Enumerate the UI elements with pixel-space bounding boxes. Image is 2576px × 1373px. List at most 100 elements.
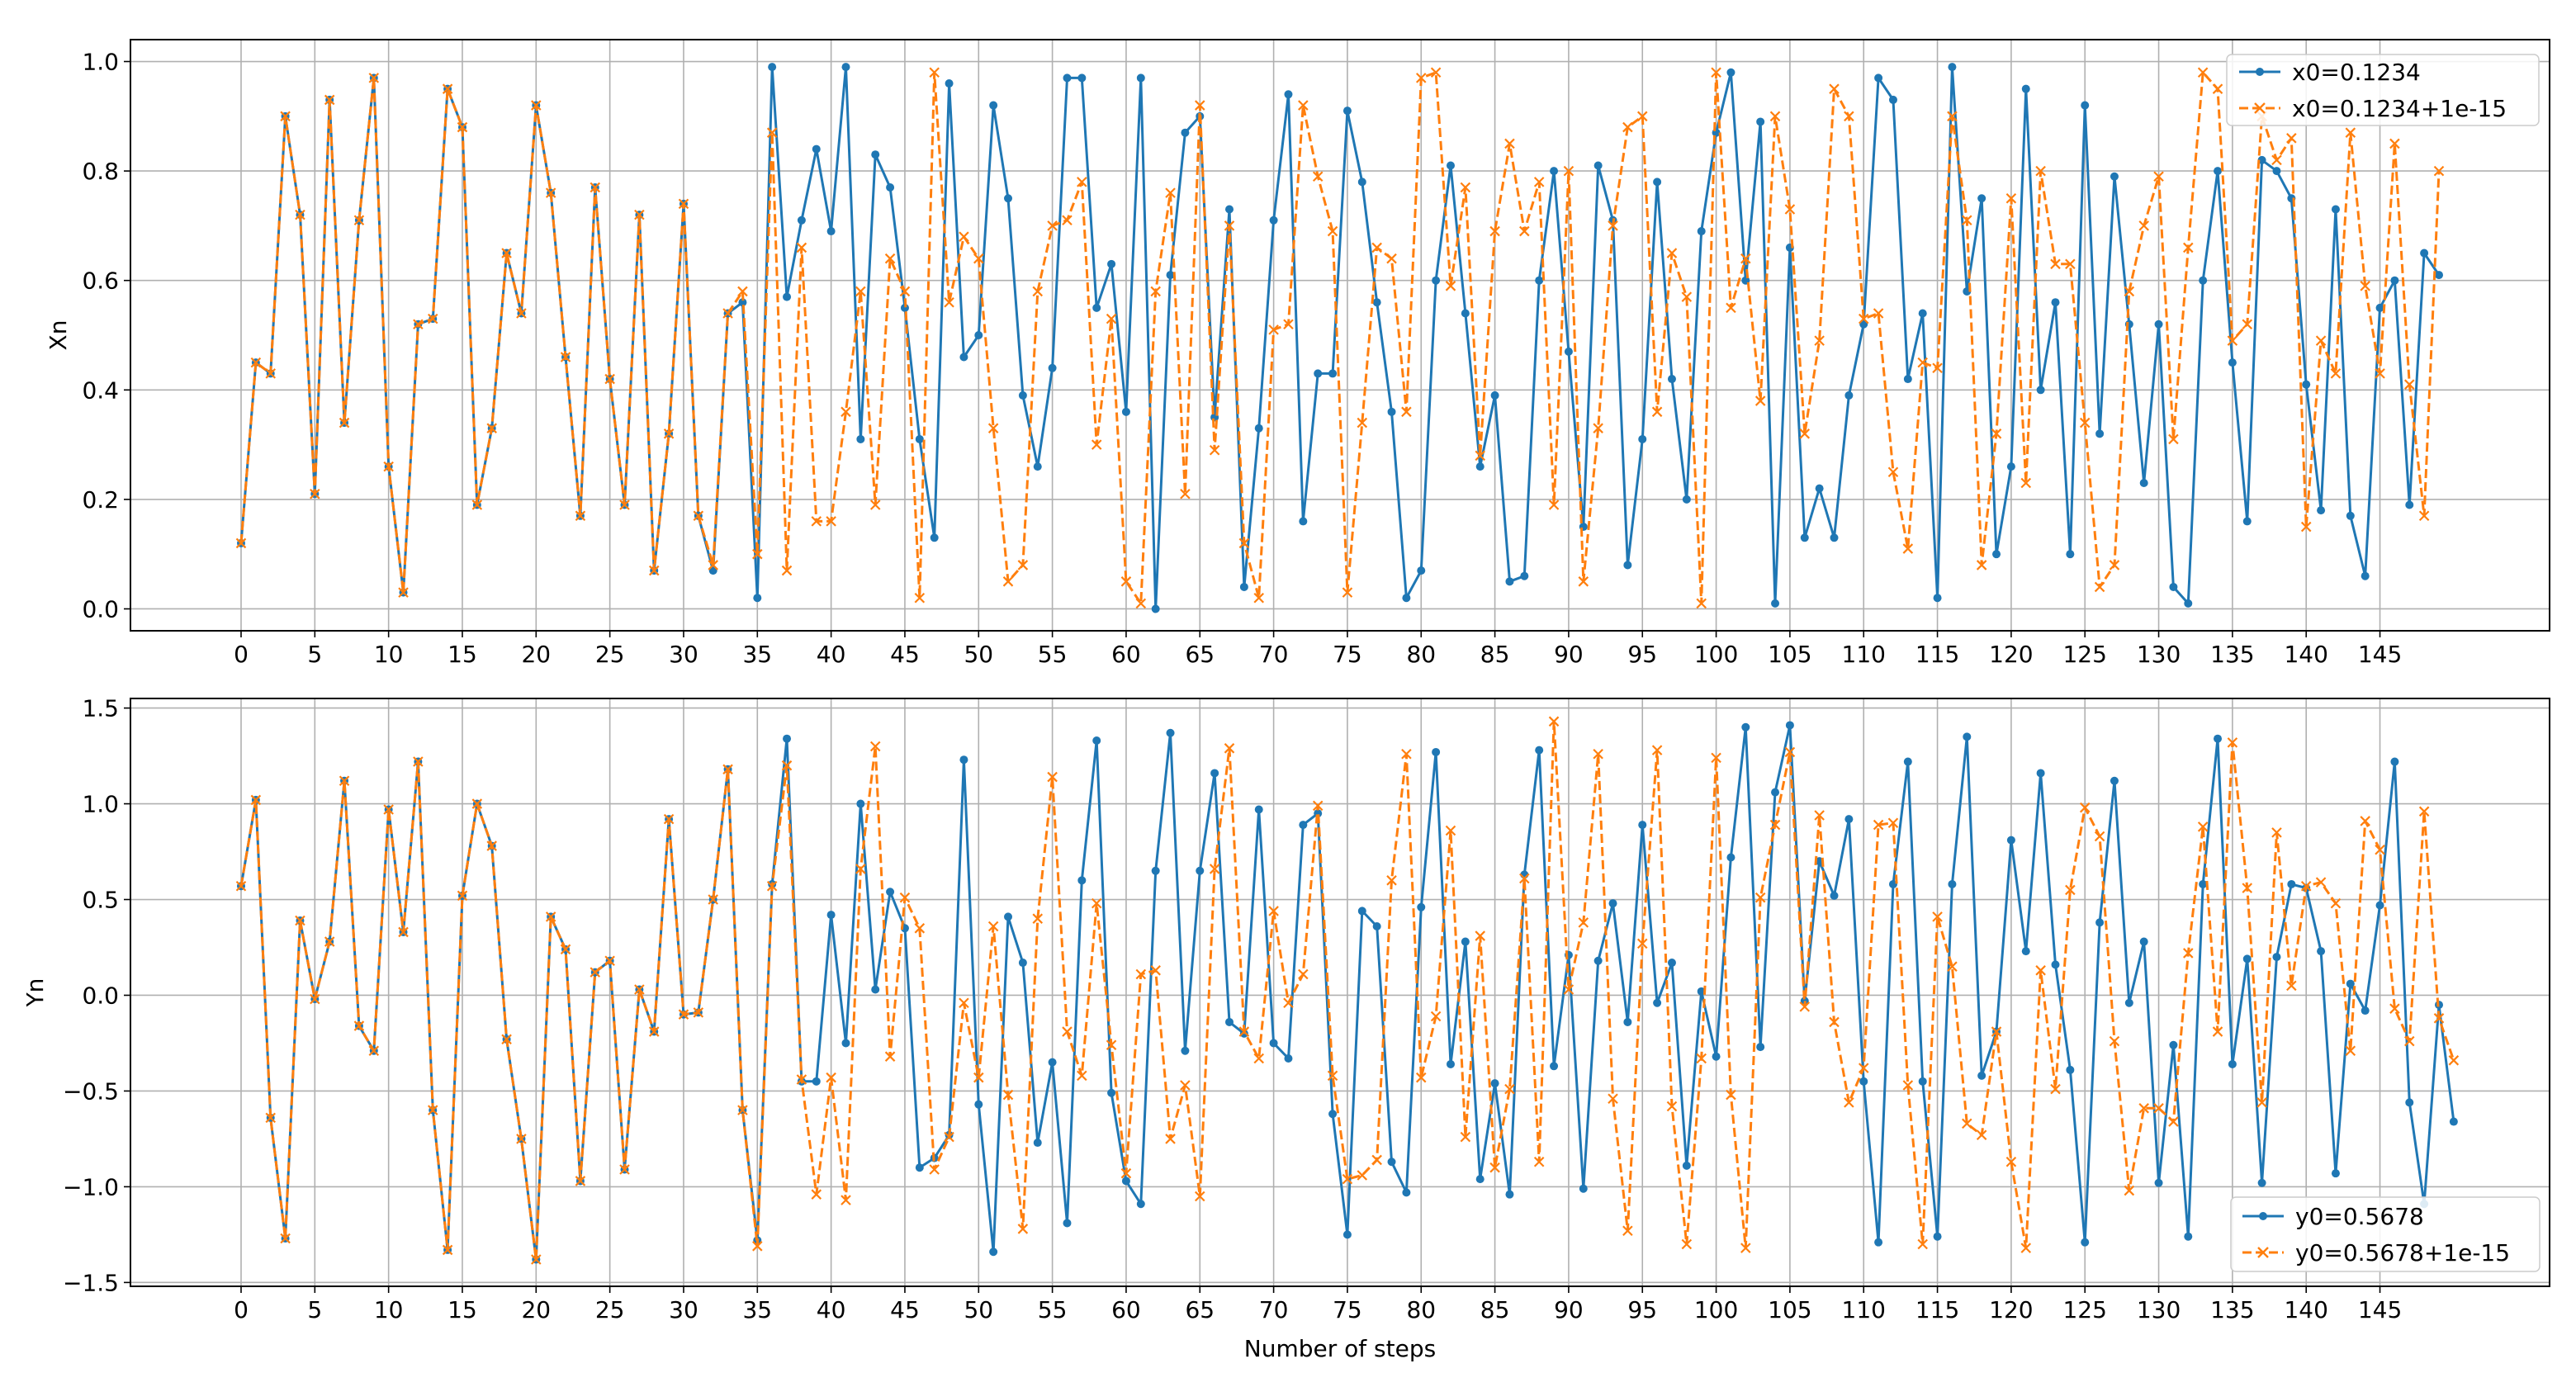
yn-point-b bbox=[1120, 1167, 1132, 1179]
xn-point-a bbox=[753, 594, 762, 603]
yn-point-b bbox=[1608, 1093, 1618, 1104]
xn-point-b bbox=[766, 127, 778, 138]
xn-point-b bbox=[250, 357, 262, 368]
yn-point-b bbox=[1150, 965, 1161, 976]
xn-point-a bbox=[1992, 550, 2001, 559]
yn-point-b bbox=[1962, 1118, 1972, 1129]
yn-y-tick-label: 1.0 bbox=[82, 791, 119, 818]
xn-point-b bbox=[737, 286, 748, 297]
xn-x-tick-label: 75 bbox=[1333, 641, 1362, 668]
xn-point-a bbox=[1432, 276, 1441, 285]
xn-point-a bbox=[2375, 303, 2384, 312]
yn-point-a bbox=[1756, 1043, 1765, 1052]
xn-x-tick-label: 65 bbox=[1185, 641, 1215, 668]
yn-point-a bbox=[1342, 1230, 1352, 1239]
xn-point-a bbox=[1372, 298, 1381, 307]
xn-point-a bbox=[1461, 309, 1470, 318]
xn-point-a bbox=[826, 227, 836, 236]
yn-point-a bbox=[1963, 732, 1972, 741]
yn-point-b bbox=[899, 892, 911, 903]
xn-point-b bbox=[295, 209, 305, 220]
xn-point-b bbox=[678, 198, 689, 210]
yn-point-b bbox=[1902, 1080, 1914, 1091]
yn-point-a bbox=[783, 734, 792, 743]
yn-point-b bbox=[1268, 906, 1279, 916]
yn-point-b bbox=[1106, 1039, 1117, 1051]
yn-point-b bbox=[2109, 1035, 2120, 1047]
xn-point-a bbox=[2420, 249, 2429, 258]
yn-point-b bbox=[884, 1051, 896, 1062]
xn-point-a bbox=[1225, 205, 1234, 214]
xn-x-tick-label: 35 bbox=[742, 641, 772, 668]
xn-x-tick-label: 85 bbox=[1480, 641, 1510, 668]
yn-point-b bbox=[2271, 827, 2282, 838]
xn-point-b bbox=[1268, 324, 1279, 335]
xn-point-b bbox=[442, 83, 453, 94]
xn-point-b bbox=[471, 499, 483, 510]
yn-x-tick-label: 20 bbox=[521, 1296, 551, 1323]
yn-point-a bbox=[1653, 998, 1662, 1007]
xn-point-a bbox=[1505, 577, 1514, 586]
yn-point-b bbox=[1593, 748, 1603, 760]
xn-point-b bbox=[2360, 281, 2370, 291]
yn-legend-label-b: y0=0.5678+1e-15 bbox=[2295, 1239, 2510, 1266]
yn-point-b bbox=[1563, 984, 1574, 995]
xn-x-tick-label: 110 bbox=[1842, 641, 1886, 668]
yn-point-a bbox=[1121, 1177, 1130, 1186]
yn-point-b bbox=[368, 1045, 380, 1057]
yn-legend-marker-a bbox=[2259, 1212, 2267, 1220]
xn-point-b bbox=[1844, 111, 1854, 122]
yn-point-a bbox=[2021, 947, 2030, 956]
yn-point-b bbox=[427, 1105, 438, 1115]
yn-x-tick-label: 100 bbox=[1694, 1296, 1738, 1323]
yn-point-b bbox=[1091, 897, 1102, 909]
yn-point-a bbox=[1579, 1184, 1588, 1193]
xn-point-a bbox=[1550, 167, 1559, 176]
yn-point-a bbox=[1948, 879, 1957, 888]
xn-point-b bbox=[604, 373, 615, 385]
xn-point-b bbox=[1991, 428, 2002, 439]
xn-point-a bbox=[2331, 205, 2340, 214]
yn-legend-label-a: y0=0.5678 bbox=[2295, 1203, 2424, 1230]
yn-point-b bbox=[604, 955, 615, 967]
xn-point-a bbox=[783, 292, 792, 301]
yn-point-a bbox=[1667, 959, 1676, 968]
xn-point-b bbox=[2433, 165, 2445, 177]
yn-point-b bbox=[1489, 1162, 1500, 1173]
yn-point-b bbox=[1666, 1101, 1678, 1112]
yn-x-tick-label: 30 bbox=[669, 1296, 698, 1323]
xn-legend-marker-b bbox=[2254, 102, 2266, 114]
yn-point-a bbox=[2006, 836, 2015, 845]
xn-point-b bbox=[1887, 466, 1899, 478]
yn-point-b bbox=[929, 1164, 940, 1175]
yn-point-a bbox=[1490, 1079, 1499, 1088]
xn-point-a bbox=[871, 150, 880, 159]
yn-point-b bbox=[2094, 831, 2105, 842]
yn-point-a bbox=[1785, 721, 1794, 730]
yn-point-b bbox=[693, 1007, 704, 1018]
yn-point-a bbox=[2154, 1178, 2163, 1187]
xn-point-b bbox=[855, 286, 866, 297]
xn-point-a bbox=[2214, 167, 2223, 176]
xn-point-b bbox=[1077, 177, 1087, 187]
xn-point-b bbox=[1342, 587, 1353, 598]
xn-point-b bbox=[648, 565, 660, 576]
yn-point-b bbox=[2345, 1045, 2356, 1057]
yn-point-a bbox=[2346, 979, 2355, 988]
yn-point-a bbox=[1033, 1139, 1042, 1148]
xn-point-a bbox=[1490, 391, 1499, 400]
yn-point-a bbox=[812, 1077, 821, 1086]
yn-point-a bbox=[2331, 1169, 2340, 1178]
xn-point-b bbox=[1917, 357, 1928, 368]
yn-point-a bbox=[2110, 776, 2119, 785]
yn-point-b bbox=[678, 1009, 689, 1020]
yn-x-tick-label: 80 bbox=[1406, 1296, 1436, 1323]
yn-point-a bbox=[2257, 1178, 2266, 1187]
yn-point-a bbox=[1638, 821, 1647, 830]
xn-point-b bbox=[2212, 83, 2223, 94]
yn-legend-marker-b bbox=[2257, 1247, 2269, 1258]
yn-point-b bbox=[2050, 1083, 2061, 1095]
xn-point-b bbox=[1460, 182, 1471, 193]
xn-point-b bbox=[796, 242, 807, 253]
